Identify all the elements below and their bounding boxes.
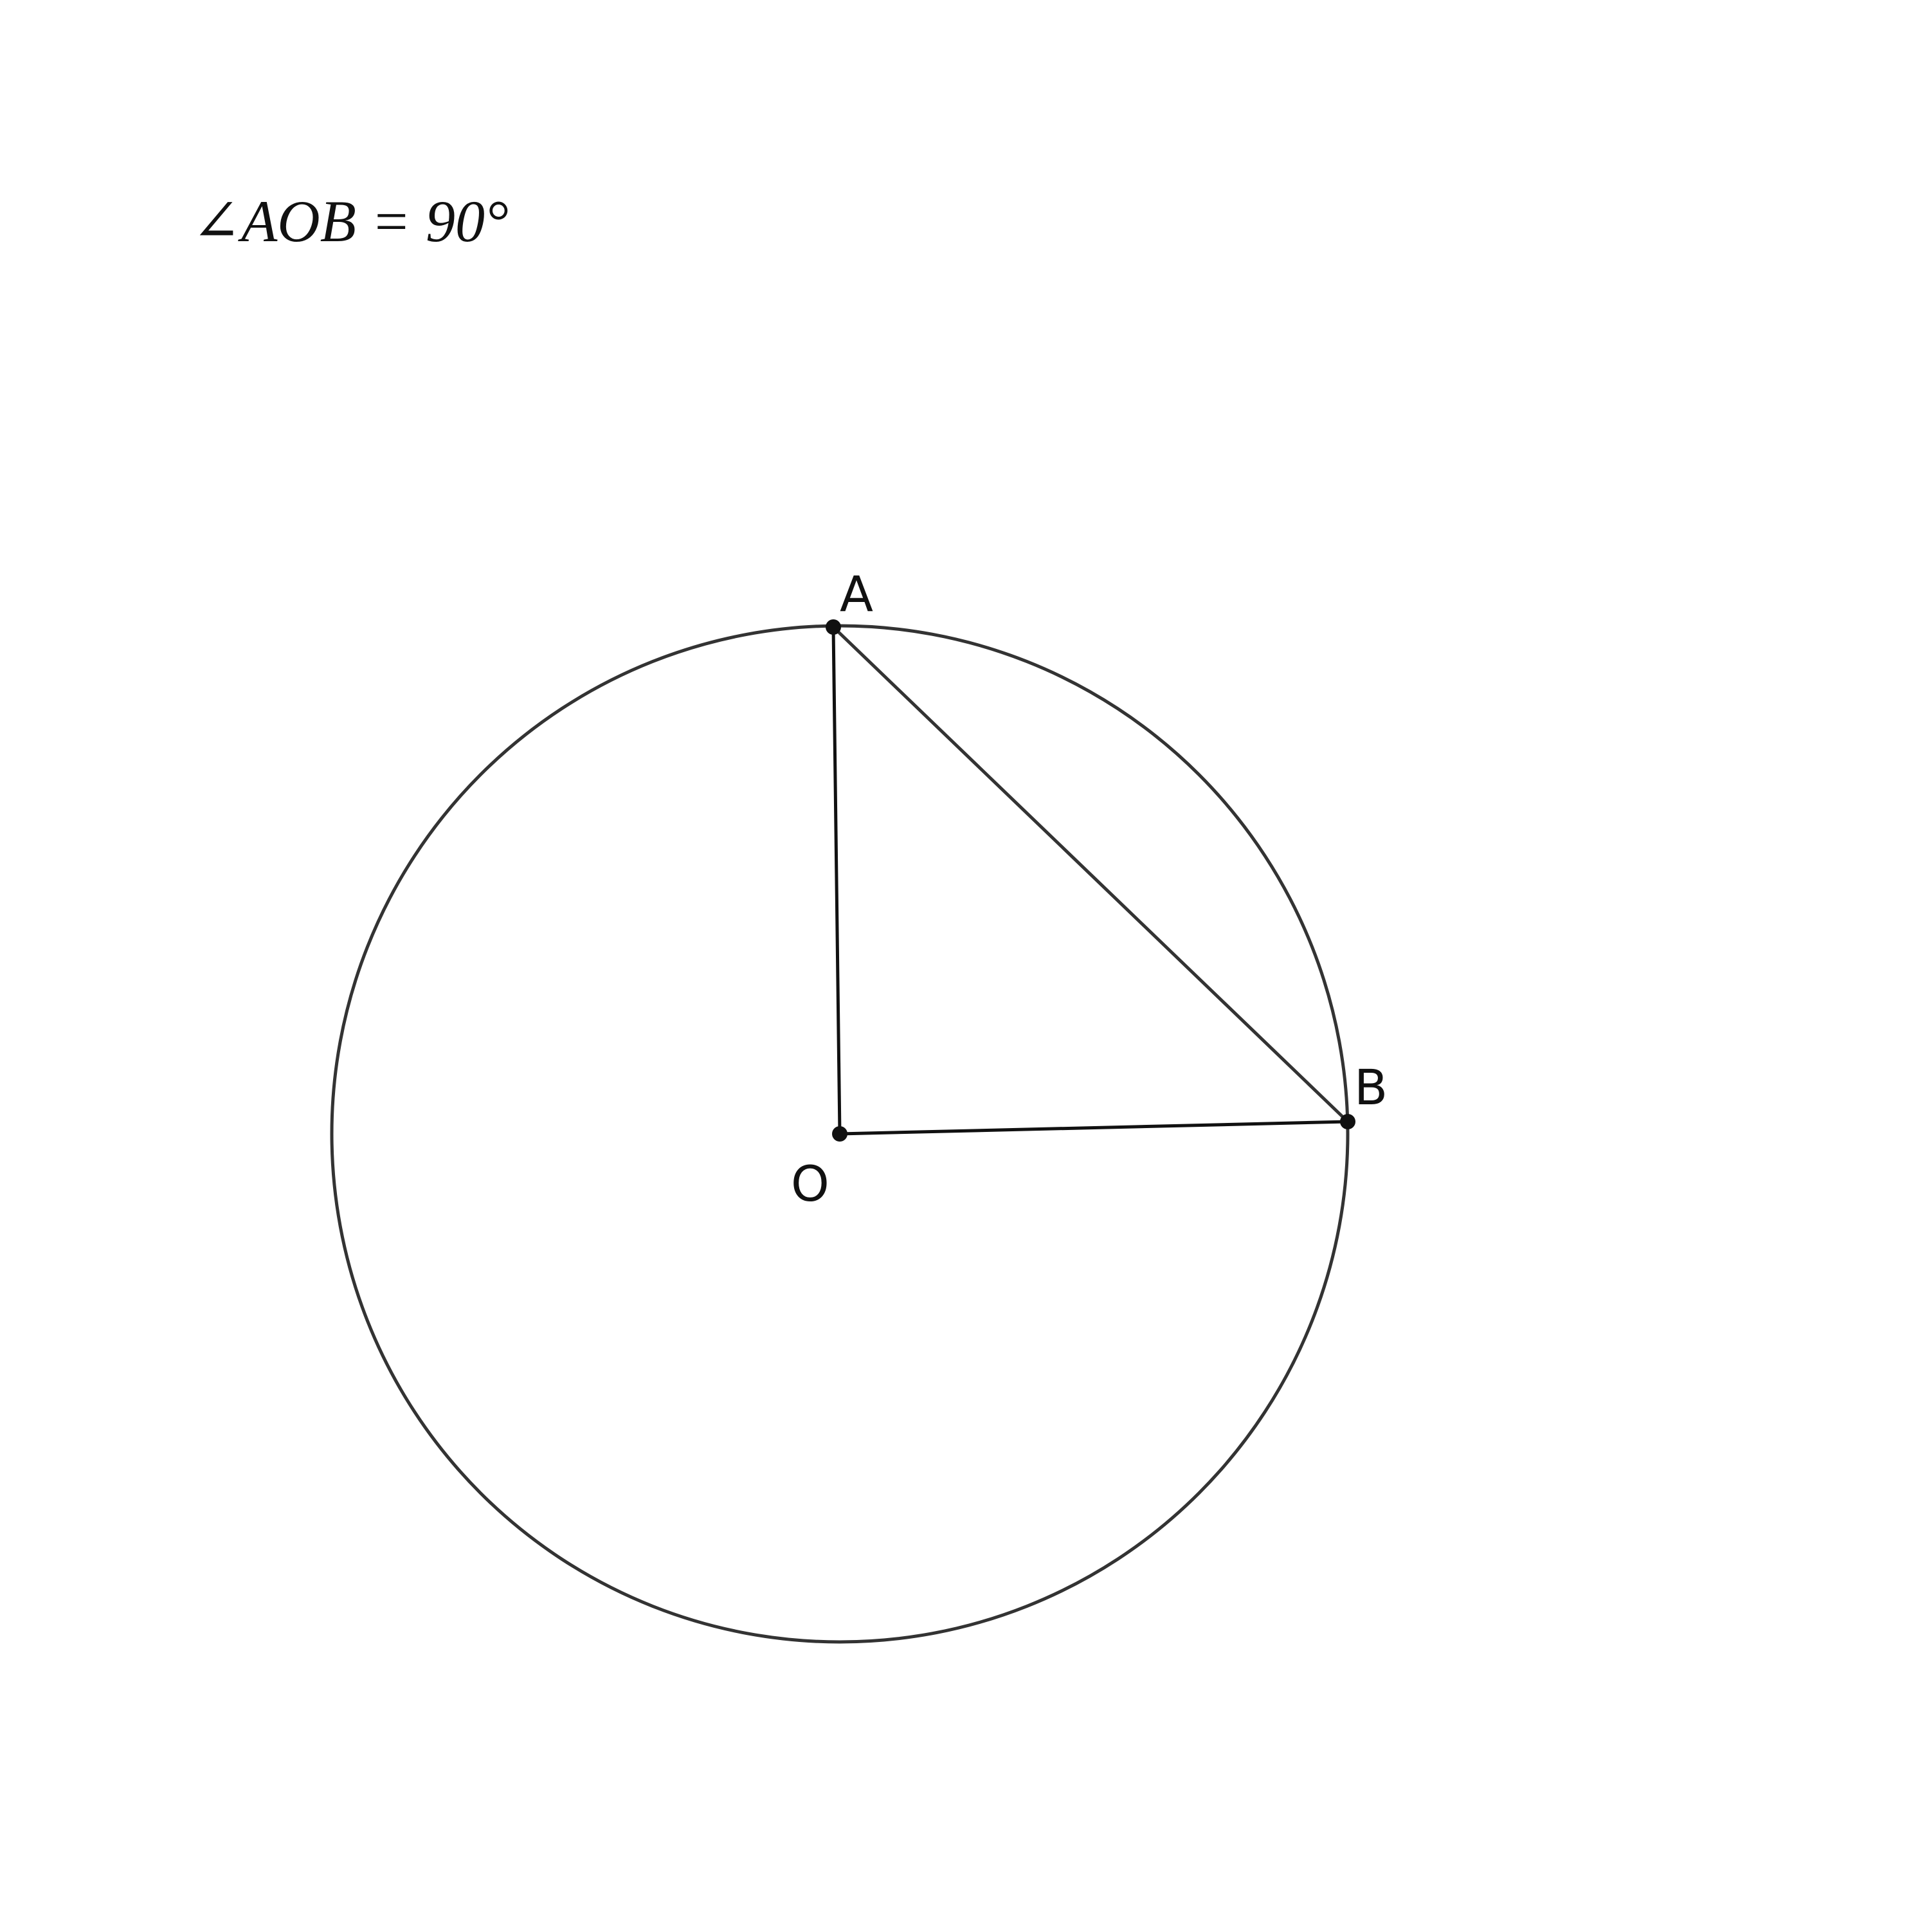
point-label: O (791, 1155, 829, 1212)
point-a (826, 619, 841, 635)
segment-ab (832, 626, 1349, 1123)
point-label: A (840, 565, 873, 623)
point-label: B (1354, 1059, 1388, 1116)
point-o (832, 1126, 847, 1142)
point-b (1340, 1114, 1355, 1129)
angle-annotation: ∠AOB = 90° (192, 188, 509, 254)
segment-ob (839, 1120, 1348, 1136)
segment-oa (831, 626, 842, 1135)
